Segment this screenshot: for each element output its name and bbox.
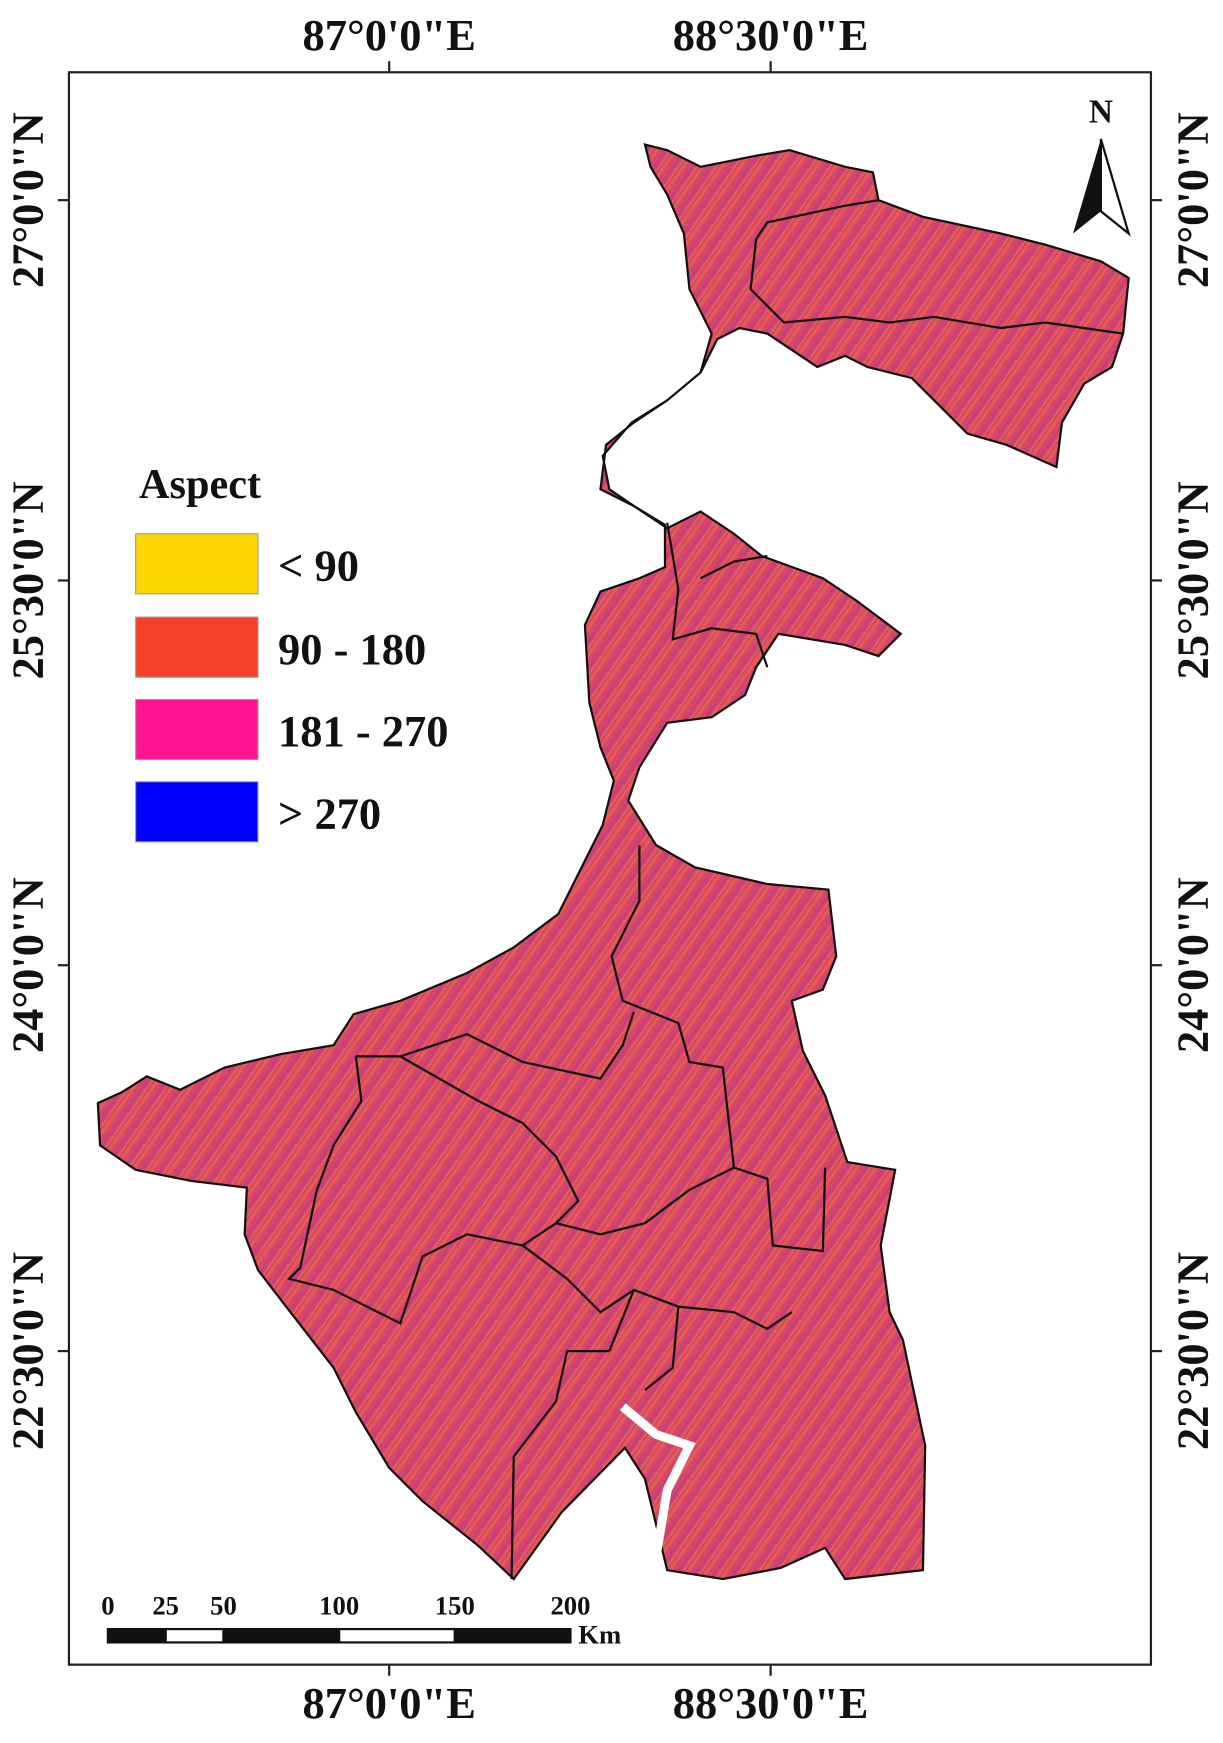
latitude-label: 22°30'0"N <box>1168 1252 1218 1450</box>
legend-label: > 270 <box>278 788 381 838</box>
north-arrow: N <box>1073 93 1131 237</box>
scale-label: 50 <box>210 1591 237 1621</box>
latitude-label: 25°30'0"N <box>1168 481 1218 679</box>
district-boundaries <box>286 199 1124 1580</box>
scale-segment <box>338 1627 456 1644</box>
longitude-label: 87°0'0"E <box>302 1678 475 1728</box>
latitude-label: 25°30'0"N <box>2 481 52 679</box>
latitude-label: 24°0'0"N <box>1168 877 1218 1053</box>
boundary <box>749 238 1124 335</box>
legend-label: 181 - 270 <box>278 706 448 756</box>
legend-swatch <box>135 616 259 678</box>
boundary <box>555 1166 735 1236</box>
latitude-label: 22°30'0"N <box>2 1252 52 1450</box>
legend-swatch <box>135 698 259 761</box>
latitude-label: 24°0'0"N <box>2 877 52 1053</box>
boundary <box>700 554 768 580</box>
boundary <box>608 1289 680 1391</box>
north-arrow-left <box>1073 139 1101 234</box>
longitude-label: 88°30'0"E <box>673 1678 869 1728</box>
boundary <box>510 1349 610 1580</box>
scale-label: 200 <box>550 1591 590 1621</box>
north-label: N <box>1089 93 1113 130</box>
scale-segment <box>453 1627 572 1644</box>
longitude-label: 88°30'0"E <box>673 10 869 60</box>
legend-swatch <box>135 533 259 595</box>
latitude-label: 27°0'0"N <box>2 112 52 288</box>
scale-segment <box>106 1627 167 1644</box>
longitude-label: 87°0'0"E <box>302 10 475 60</box>
scale-label: 150 <box>435 1591 475 1621</box>
scale-segment <box>222 1627 341 1644</box>
legend: Aspect < 90 90 - 180 181 - 270 > 270 <box>135 461 448 843</box>
graticule: 87°0'0"E 87°0'0"E 88°30'0"E 88°30'0"E 27°0'0… <box>2 10 1217 1728</box>
north-arrow-right <box>1099 138 1131 237</box>
scale-label: 0 <box>101 1591 114 1621</box>
latitude-label: 27°0'0"N <box>1168 112 1218 288</box>
legend-swatch <box>135 781 259 843</box>
river <box>619 1403 696 1558</box>
legend-title: Aspect <box>139 461 261 508</box>
boundary <box>610 845 827 1253</box>
scale-unit: Km <box>578 1620 621 1650</box>
legend-label: < 90 <box>278 540 359 590</box>
scale-label: 25 <box>152 1591 179 1621</box>
scale-label: 100 <box>319 1591 359 1621</box>
boundary <box>286 1055 580 1325</box>
region <box>96 143 1130 1581</box>
legend-label: 90 - 180 <box>278 624 426 674</box>
boundary <box>666 522 769 668</box>
boundary <box>755 199 879 240</box>
map-frame <box>67 71 1153 1666</box>
scale-segment <box>164 1627 225 1644</box>
boundary <box>521 1244 793 1331</box>
